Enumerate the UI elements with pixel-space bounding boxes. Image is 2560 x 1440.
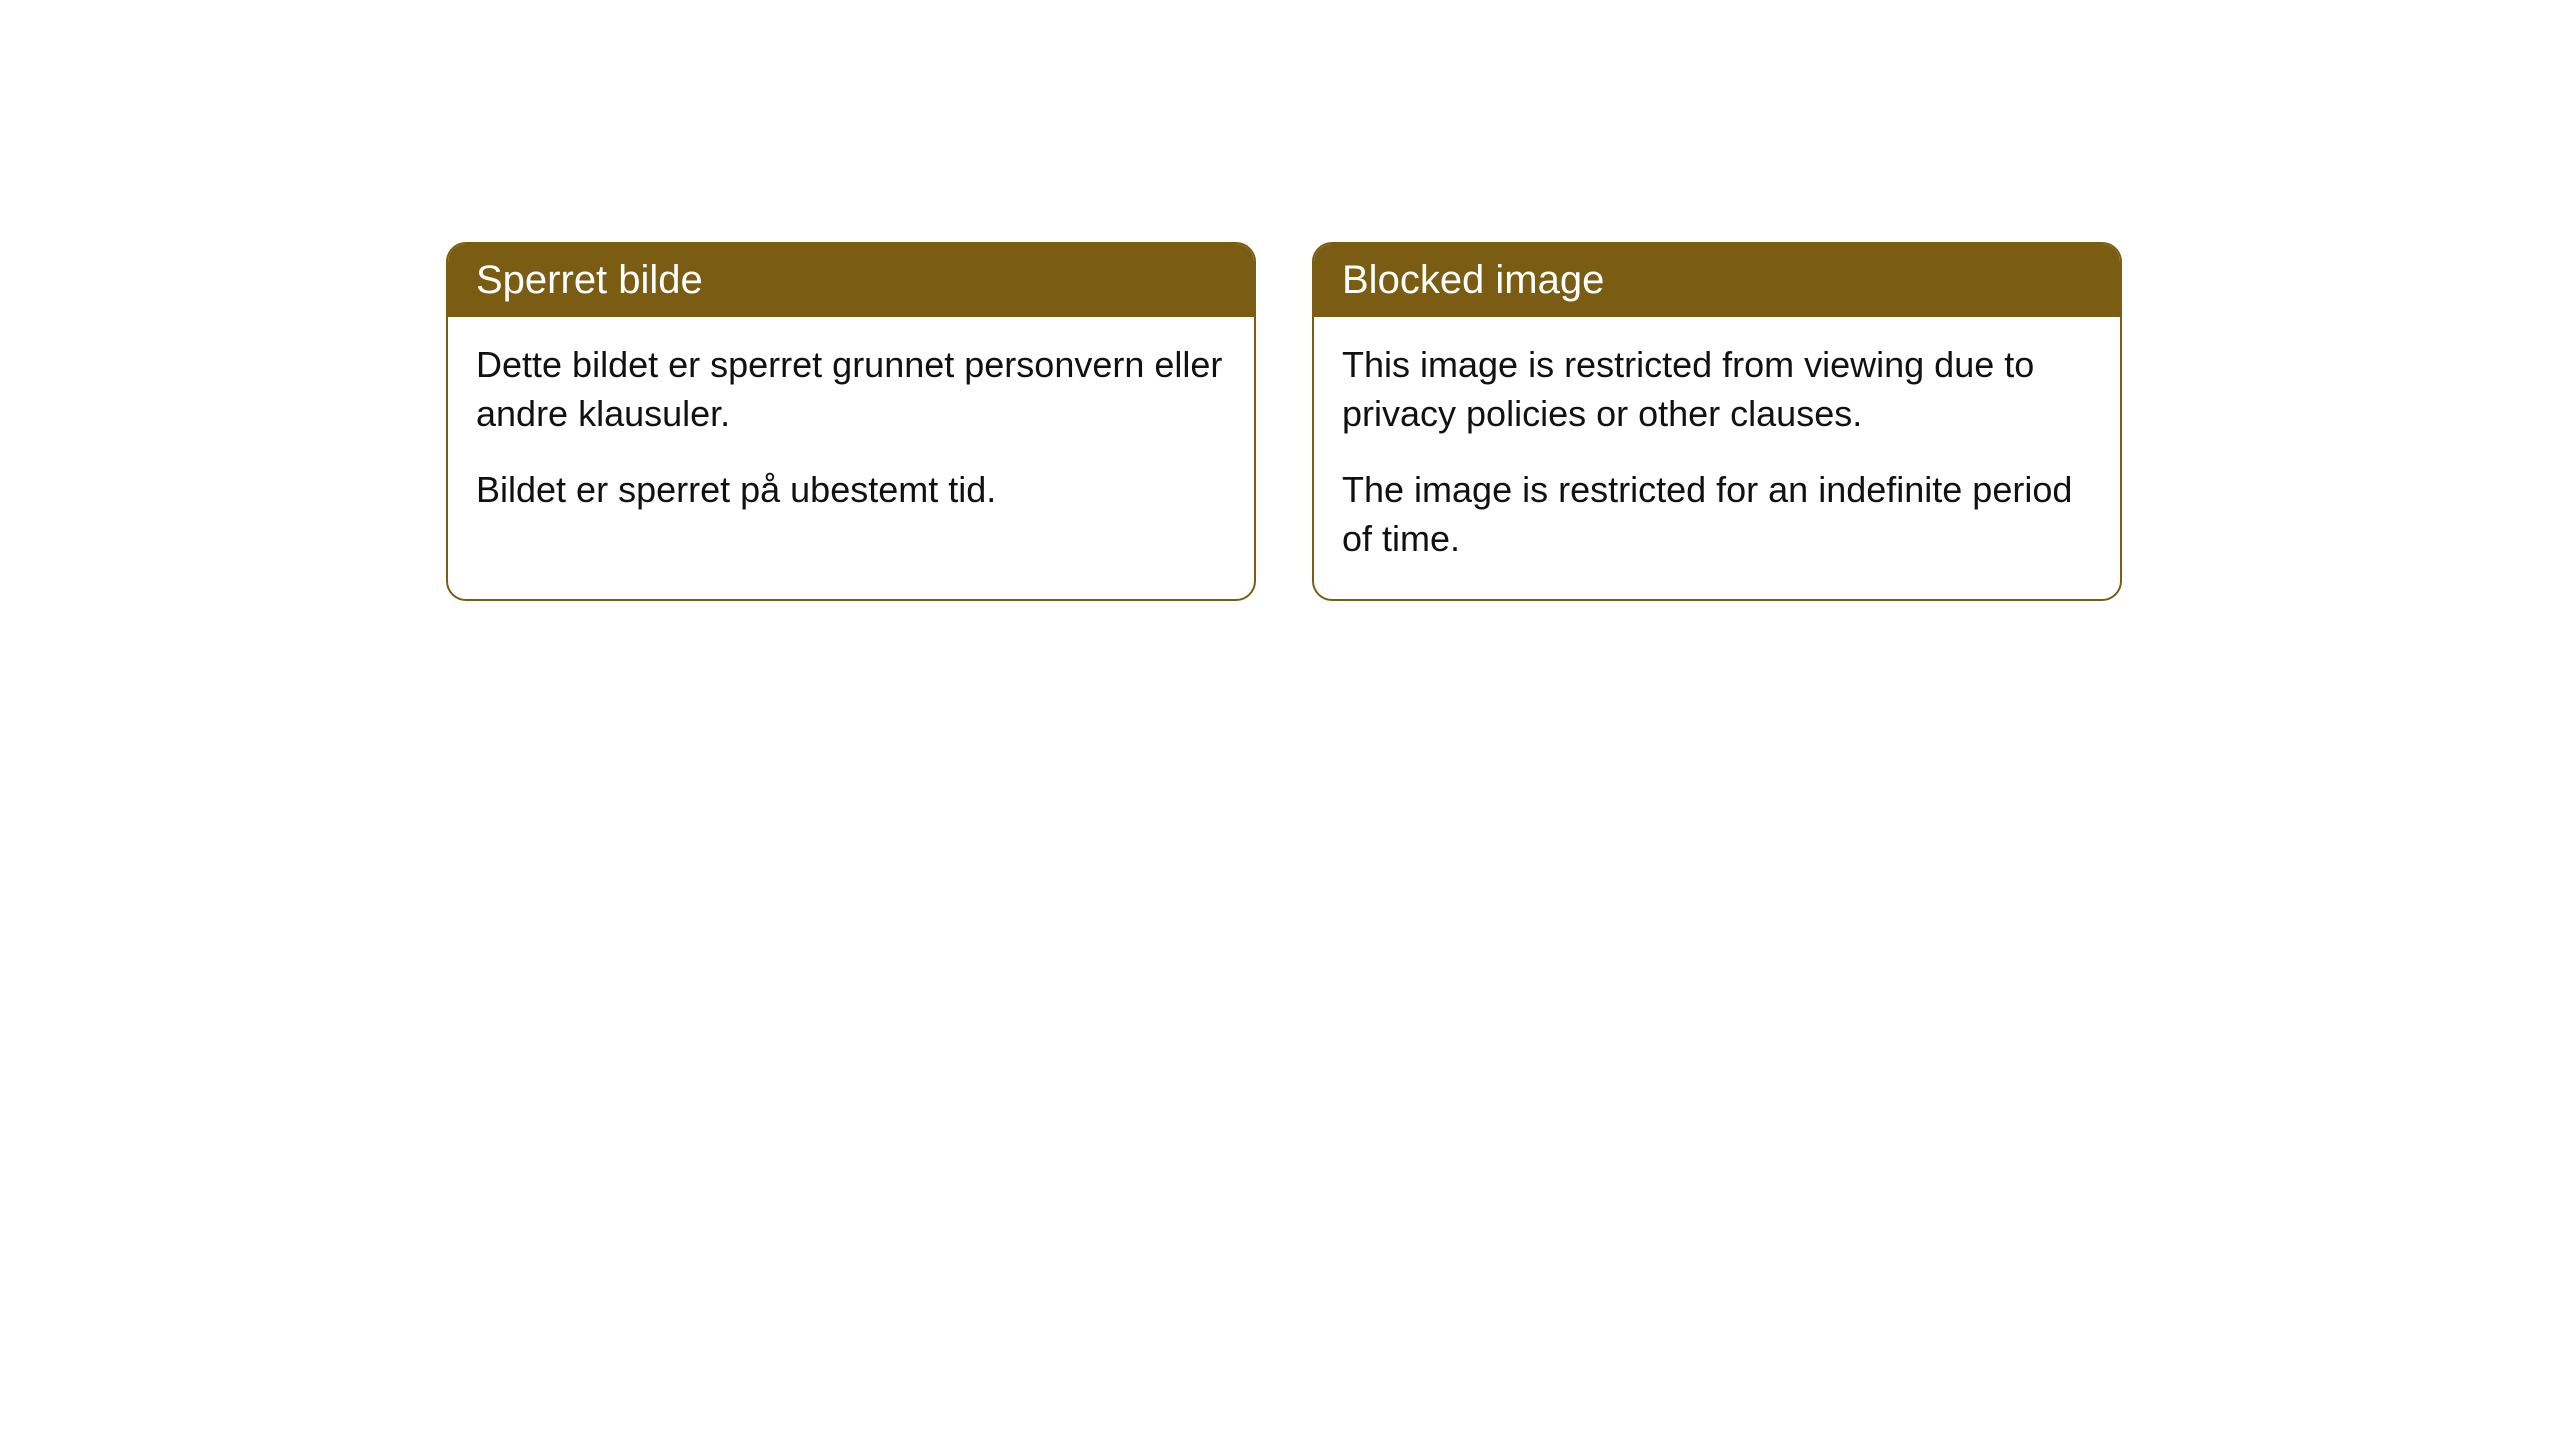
notice-cards-container: Sperret bilde Dette bildet er sperret gr… [446,242,2122,601]
notice-card-english: Blocked image This image is restricted f… [1312,242,2122,601]
card-title: Sperret bilde [476,258,703,302]
card-title: Blocked image [1342,258,1604,302]
notice-card-norwegian: Sperret bilde Dette bildet er sperret gr… [446,242,1256,601]
card-paragraph: The image is restricted for an indefinit… [1342,466,2092,563]
card-body: Dette bildet er sperret grunnet personve… [448,317,1254,551]
card-header: Blocked image [1314,244,2120,317]
card-paragraph: Dette bildet er sperret grunnet personve… [476,341,1226,438]
card-paragraph: Bildet er sperret på ubestemt tid. [476,466,1226,515]
card-paragraph: This image is restricted from viewing du… [1342,341,2092,438]
card-body: This image is restricted from viewing du… [1314,317,2120,599]
card-header: Sperret bilde [448,244,1254,317]
